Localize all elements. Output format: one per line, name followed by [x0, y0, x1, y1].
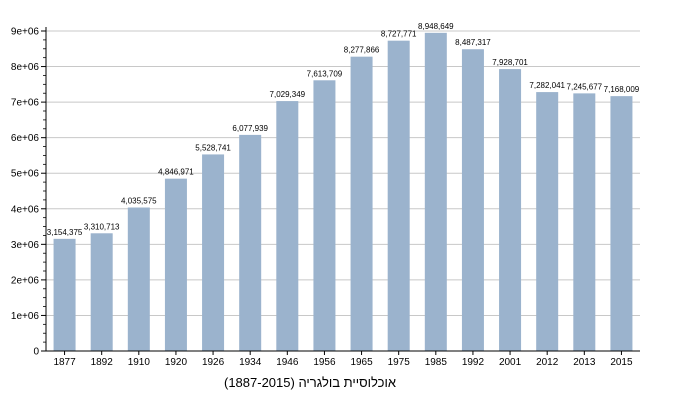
- x-tick-label: 1975: [388, 357, 411, 368]
- x-axis-title: אוכלוסיית בולגריה (1887-2015): [224, 375, 396, 390]
- x-tick-label: 1892: [91, 357, 114, 368]
- x-tick-label: 1992: [462, 357, 485, 368]
- data-label: 7,613,709: [307, 69, 343, 78]
- y-tick-label: 7e+06: [11, 98, 40, 109]
- data-label: 4,035,575: [121, 197, 157, 206]
- x-tick-label: 2013: [573, 357, 596, 368]
- data-label: 7,245,677: [567, 82, 603, 91]
- y-tick-label: 3e+06: [11, 240, 40, 251]
- data-label: 7,282,041: [529, 81, 565, 90]
- data-label: 7,029,349: [270, 90, 306, 99]
- y-tick-label: 8e+06: [11, 62, 40, 73]
- bar: [90, 233, 113, 351]
- bar: [313, 80, 336, 351]
- data-label: 5,528,741: [195, 143, 231, 152]
- bar: [202, 154, 225, 351]
- y-tick-label: 4e+06: [11, 204, 40, 215]
- y-tick-label: 9e+06: [11, 27, 40, 38]
- data-label: 7,168,009: [604, 85, 640, 94]
- x-tick-label: 1920: [165, 357, 188, 368]
- bar: [127, 207, 150, 351]
- bar: [350, 56, 373, 352]
- data-label: 8,948,649: [418, 22, 454, 31]
- bar: [387, 40, 410, 351]
- x-tick-label: 2015: [610, 357, 633, 368]
- data-label: 8,487,317: [455, 38, 491, 47]
- y-tick-label: 6e+06: [11, 133, 40, 144]
- x-tick-label: 1965: [350, 357, 373, 368]
- y-tick-label: 2e+06: [11, 275, 40, 286]
- y-tick-label: 5e+06: [11, 169, 40, 180]
- x-tick-label: 1946: [276, 357, 299, 368]
- axes: 0 1e+06 2e+06 3e+06 4e+06 5e+06 6e+06 7e+06 8e+0…: [11, 27, 640, 368]
- data-label: 8,277,866: [344, 46, 380, 55]
- bars: [53, 32, 633, 352]
- bar: [164, 178, 187, 351]
- data-label: 4,846,971: [158, 168, 194, 177]
- bar: [53, 238, 76, 351]
- bar: [424, 32, 447, 352]
- x-tick-label: 2001: [499, 357, 522, 368]
- bar: [536, 92, 559, 352]
- bar: [239, 134, 262, 351]
- x-tick-label: 1985: [425, 357, 448, 368]
- x-tick-label: 1910: [128, 357, 151, 368]
- bar: [499, 69, 522, 351]
- y-tick-label: 1e+06: [11, 311, 40, 322]
- x-tick-label: 1877: [53, 357, 76, 368]
- data-label: 7,928,701: [492, 58, 528, 67]
- x-tick-label: 1926: [202, 357, 225, 368]
- x-tick-label: 1934: [239, 357, 262, 368]
- data-label: 6,077,939: [232, 124, 268, 133]
- bar: [276, 101, 299, 351]
- bar: [573, 93, 596, 352]
- x-tick-label: 2012: [536, 357, 559, 368]
- data-label: 3,310,713: [84, 222, 120, 231]
- x-tick-label: 1956: [313, 357, 336, 368]
- bar: [461, 49, 484, 351]
- data-label: 3,154,375: [47, 228, 83, 237]
- data-label: 8,727,771: [381, 30, 417, 39]
- y-tick-label: 0: [33, 347, 39, 358]
- bar: [610, 96, 633, 352]
